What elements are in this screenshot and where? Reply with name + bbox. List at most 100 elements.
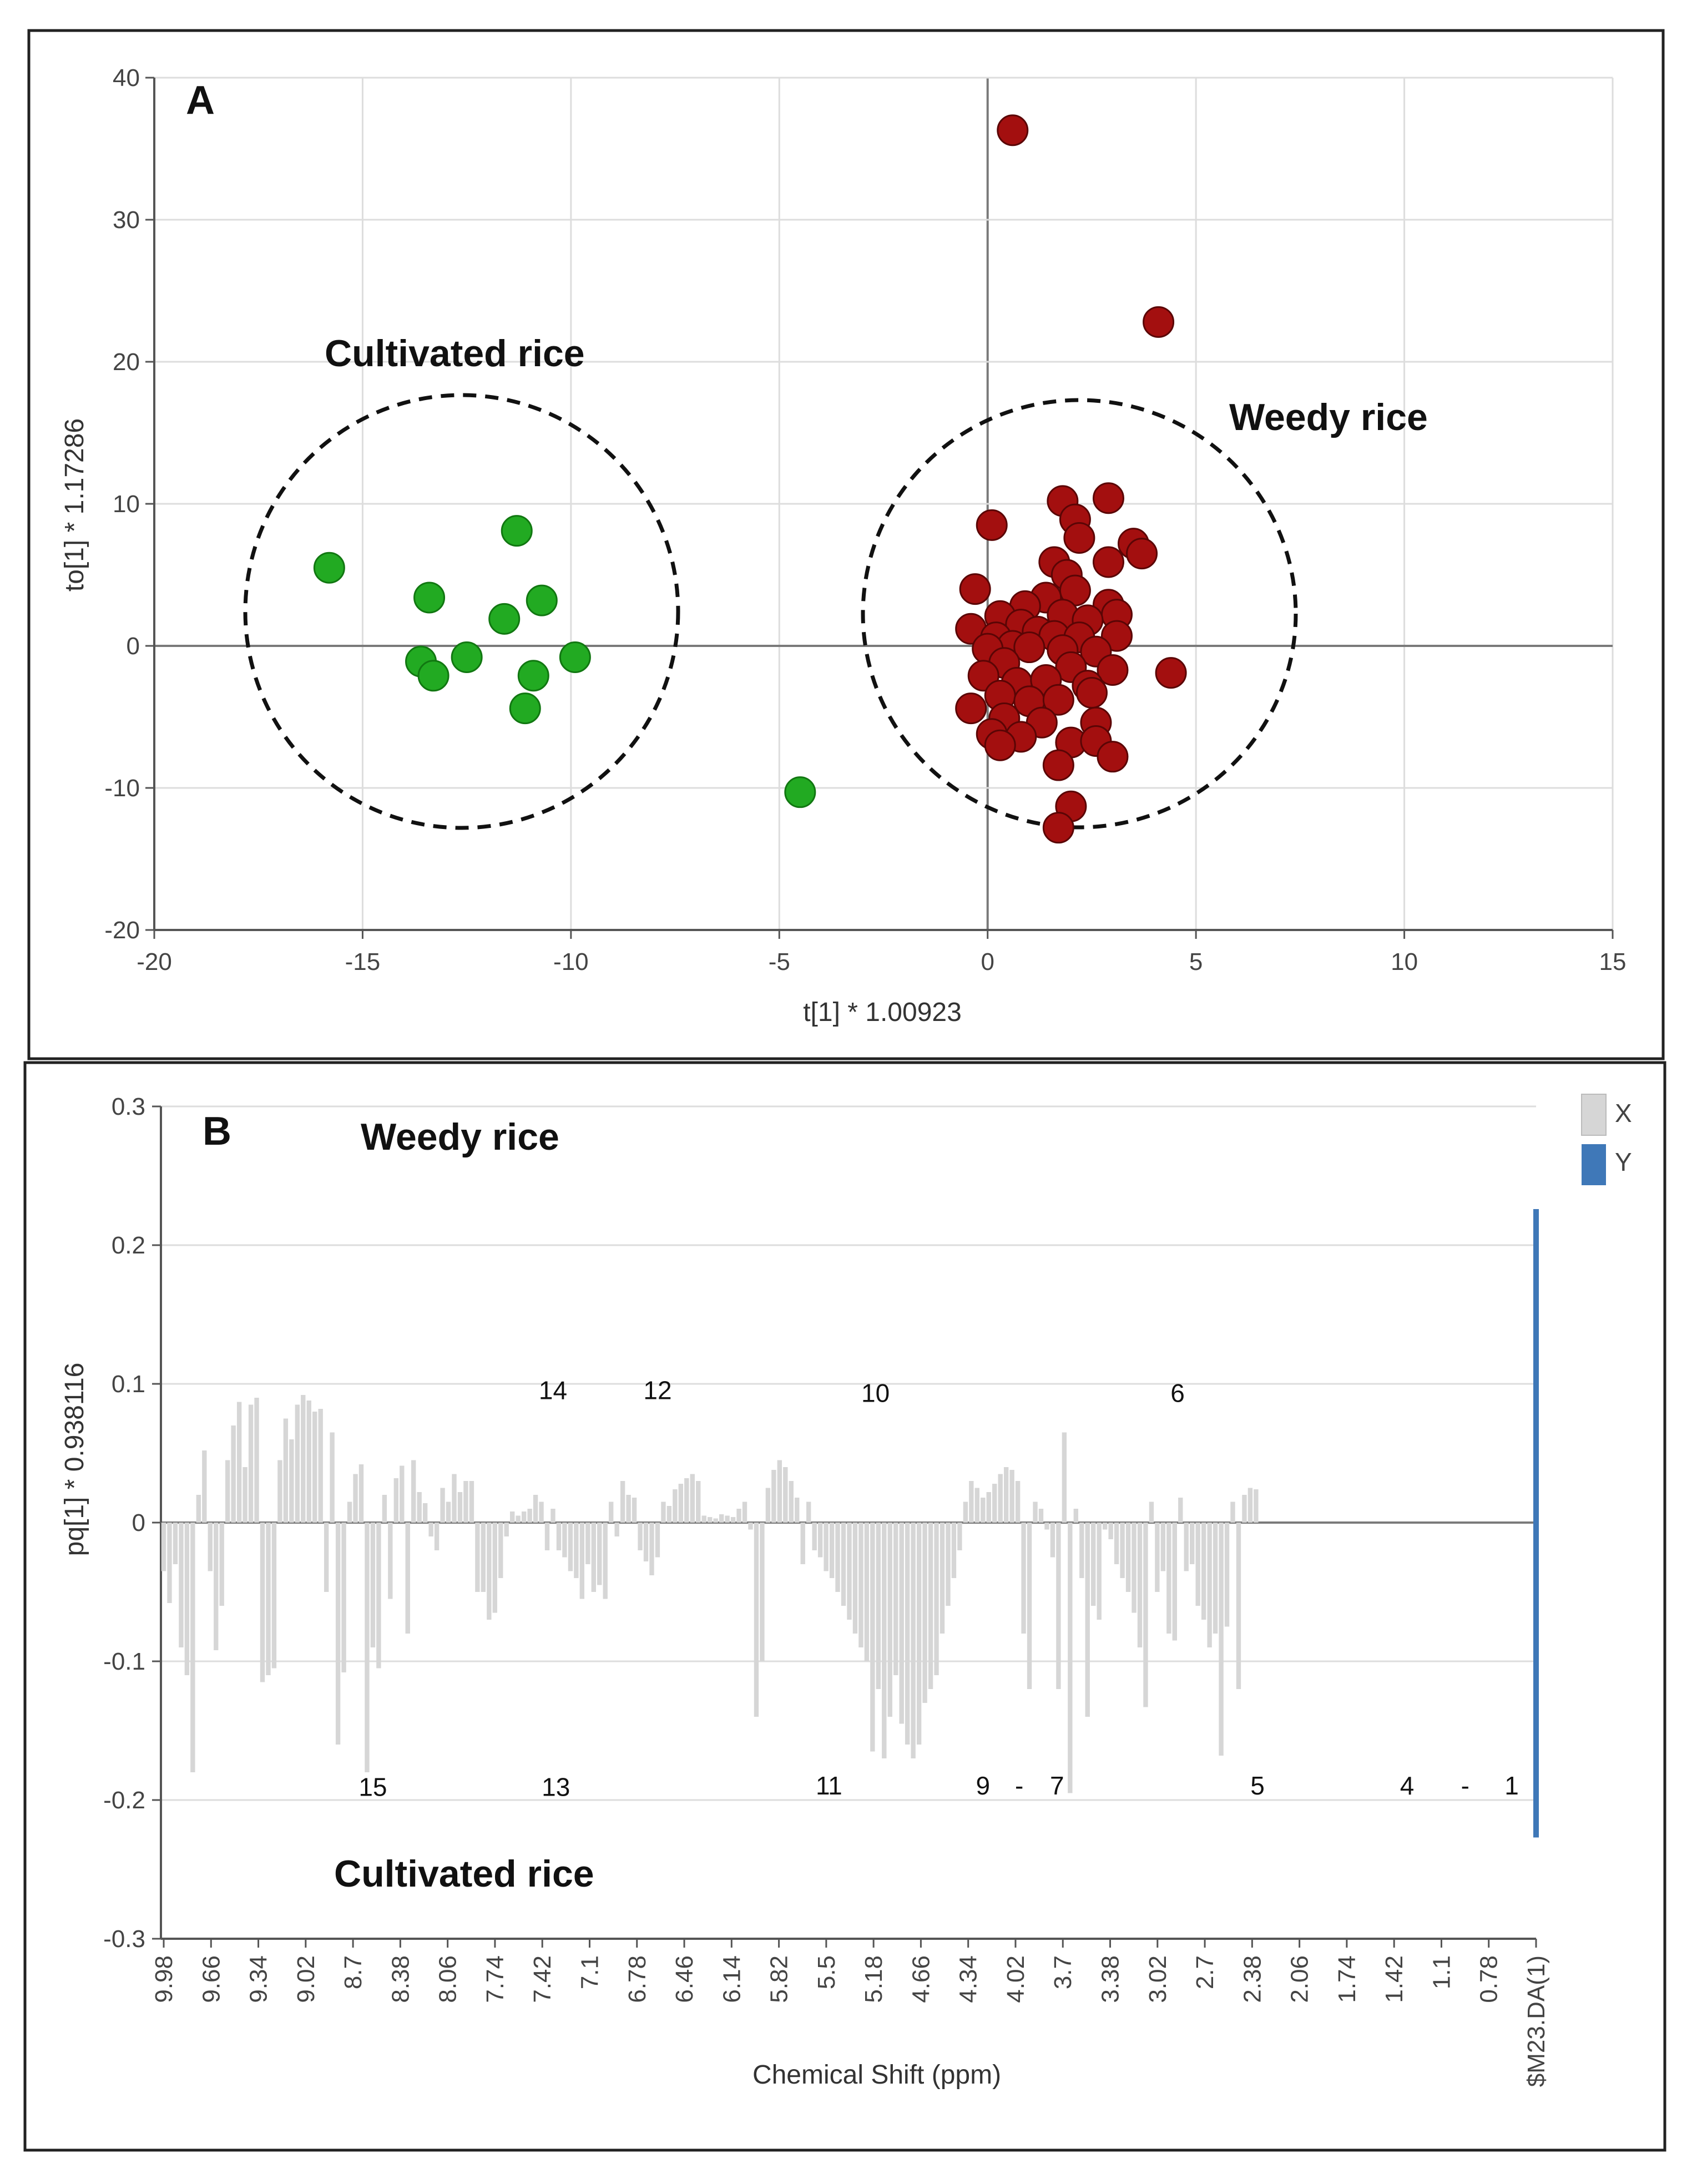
x-tick-label: 7.1 [576, 1955, 603, 1989]
cultivated-point [417, 660, 449, 692]
x-loading-bar [376, 1523, 381, 1669]
x-loading-bar [765, 1488, 771, 1523]
x-loading-bar [713, 1518, 718, 1523]
peak-label: 14 [539, 1376, 567, 1405]
y-tick-label: -0.1 [103, 1648, 145, 1675]
x-loading-bar [1108, 1523, 1113, 1539]
weedy-point [1075, 676, 1108, 709]
x-tick-label: -5 [769, 948, 790, 975]
x-loading-bar [370, 1523, 376, 1647]
x-loading-bar [870, 1523, 875, 1752]
x-loading-bar [452, 1474, 457, 1523]
weedy-point [1013, 631, 1045, 664]
scatter-x-ticks: -20 -15 -10 -5 0 5 10 15 [137, 930, 1626, 975]
x-tick-label: 6.78 [624, 1955, 651, 2003]
x-loading-bar [1247, 1488, 1253, 1523]
x-tick-label: 6.46 [671, 1955, 698, 2003]
x-loading-bar [202, 1450, 207, 1523]
x-loading-bar [887, 1523, 892, 1717]
cultivated-point [488, 603, 521, 635]
x-loading-bar [179, 1523, 184, 1647]
x-tick-label: 6.14 [718, 1955, 745, 2003]
x-tick-label: 5.82 [766, 1955, 793, 2003]
x-loading-bar [777, 1460, 782, 1523]
x-tick-label: 3.38 [1097, 1955, 1124, 2003]
x-loading-bar [1207, 1523, 1212, 1647]
y-loading-bar [1533, 1209, 1539, 1523]
x-loading-bar [882, 1523, 887, 1758]
x-loading-bar [347, 1502, 352, 1523]
x-loading-bar [400, 1465, 405, 1523]
x-loading-bar [1132, 1523, 1137, 1613]
cultivated-point [509, 692, 541, 725]
x-loading-bar [789, 1481, 794, 1523]
x-loading-bar [974, 1488, 979, 1523]
y-tick-label: -0.3 [103, 1925, 145, 1953]
weedy-label-b: Weedy rice [361, 1116, 559, 1158]
scatter-y-ticks: 40 30 20 10 0 -10 -20 [104, 64, 154, 944]
x-tick-label: 2.06 [1286, 1955, 1314, 2003]
x-loading-bar [603, 1523, 608, 1599]
loadings-bars [161, 1395, 1259, 1793]
x-loading-bar [248, 1404, 254, 1523]
x-loading-bar [1230, 1502, 1235, 1523]
x-loading-bar [271, 1523, 277, 1669]
peak-numbers: 14 12 10 615 13 11 9-7 5 4-1 [358, 1376, 1519, 1802]
x-loading-bar [940, 1523, 945, 1634]
scatter-gridlines [153, 77, 1614, 931]
x-loading-bar [951, 1523, 957, 1578]
x-loading-bar [161, 1523, 166, 1571]
cultivated-point [451, 641, 483, 673]
x-tick-label: 4.34 [955, 1955, 982, 2003]
x-loading-bar [649, 1523, 654, 1575]
x-tick-label: 1.1 [1428, 1955, 1455, 1989]
x-loading-bar [911, 1523, 916, 1758]
x-loading-bar [341, 1523, 346, 1672]
x-loading-bar [690, 1474, 695, 1523]
x-tick-label: 7.42 [529, 1955, 556, 2003]
weedy-point [1126, 538, 1158, 570]
x-loading-bar [730, 1517, 736, 1523]
x-loading-bar [998, 1474, 1003, 1523]
x-tick-label: 9.02 [292, 1955, 320, 2003]
legend-x-swatch [1581, 1094, 1607, 1136]
x-loading-bar [481, 1523, 486, 1592]
x-loading-bar [504, 1523, 509, 1536]
x-loading-bar [847, 1523, 852, 1620]
peak-label: 9 [976, 1771, 990, 1800]
x-loading-bar [1201, 1523, 1206, 1620]
x-loading-bar [632, 1498, 637, 1523]
x-loading-bar [1021, 1523, 1026, 1634]
x-loading-bar [1184, 1523, 1189, 1571]
x-loading-bar [579, 1523, 585, 1599]
x-loading-bar [382, 1495, 387, 1523]
loadings-y-ticks: 0.3 0.2 0.1 0 -0.1 -0.2 -0.3 [103, 1093, 161, 1953]
weedy-point [1042, 684, 1074, 716]
x-loading-bar [492, 1523, 497, 1613]
peak-label: 5 [1250, 1771, 1265, 1800]
peak-label: 7 [1050, 1771, 1064, 1800]
x-loading-bar [556, 1523, 562, 1550]
x-loading-bar [173, 1523, 178, 1564]
y-tick-label: -0.2 [103, 1787, 145, 1814]
peak-label: - [1461, 1771, 1469, 1800]
weedy-point [1092, 482, 1124, 514]
x-loading-bar [457, 1492, 463, 1523]
x-loading-bar [655, 1523, 660, 1558]
x-loading-bar [893, 1523, 898, 1675]
weedy-point [1063, 522, 1095, 554]
x-loading-bar [516, 1515, 521, 1523]
x-loading-bar [301, 1395, 306, 1523]
x-loading-bar [1038, 1509, 1044, 1523]
x-loading-bar [614, 1523, 619, 1536]
x-tick-label: 4.02 [1002, 1955, 1029, 2003]
x-loading-bar [620, 1481, 625, 1523]
x-loading-bar [1050, 1523, 1055, 1558]
x-loading-bar [969, 1481, 974, 1523]
weedy-point [1143, 306, 1175, 338]
x-loading-bar [434, 1523, 440, 1550]
x-tick-label: 10 [1391, 948, 1418, 975]
cultivated-point [517, 660, 549, 692]
x-loading-bar [231, 1425, 236, 1523]
